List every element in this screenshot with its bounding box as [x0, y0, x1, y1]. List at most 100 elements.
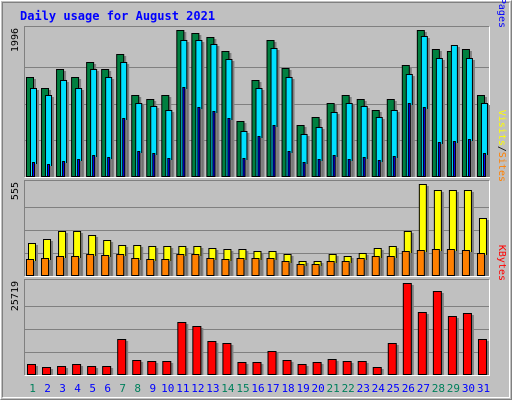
legend-sites: Sites — [496, 152, 507, 182]
bar-shadow — [289, 153, 293, 177]
bar-sites-day-16 — [251, 258, 260, 276]
bar-kbytes-day-1 — [27, 364, 36, 375]
x-tick-label: 22 — [342, 382, 355, 395]
x-tick-label: 15 — [236, 382, 249, 395]
bar-shadow — [199, 109, 203, 177]
bar-pages-day-13 — [212, 111, 216, 177]
bar-sites-day-15 — [236, 258, 245, 276]
y-max-label: 1996 — [10, 28, 21, 52]
legend-visits: Visits — [496, 110, 507, 146]
bar-kbytes-day-25 — [387, 343, 397, 375]
bar-kbytes-day-19 — [297, 364, 307, 375]
bar-pages-day-5 — [92, 155, 96, 177]
bar-sites-day-28 — [431, 249, 440, 276]
x-tick-label: 17 — [266, 382, 279, 395]
x-tick-label: 5 — [89, 382, 96, 395]
bar-kbytes-day-3 — [57, 366, 67, 375]
bar-pages-day-10 — [167, 158, 171, 177]
bar-sites-day-4 — [71, 256, 80, 276]
bar-sites-day-26 — [401, 251, 410, 276]
bar-kbytes-day-8 — [132, 360, 142, 375]
bar-sites-day-13 — [206, 258, 215, 276]
series-files — [30, 36, 490, 177]
bar-pages-day-1 — [32, 162, 35, 177]
bar-shadow — [394, 158, 398, 177]
bar-pages-day-19 — [302, 162, 306, 177]
bar-shadow — [64, 163, 68, 177]
bar-sites-day-8 — [131, 258, 140, 276]
bar-sites-day-9 — [146, 259, 155, 276]
bar-pages-day-31 — [482, 153, 486, 177]
bar-kbytes-day-22 — [342, 361, 352, 375]
chart-title: Daily usage for August 2021 — [20, 9, 215, 23]
bar-pages-day-22 — [347, 159, 351, 177]
bar-kbytes-day-14 — [222, 343, 232, 375]
x-tick-label: 10 — [161, 382, 174, 395]
x-tick-label: 27 — [417, 382, 430, 395]
bar-sites-day-1 — [26, 259, 34, 276]
bar-sites-day-11 — [176, 254, 185, 276]
x-tick-label: 8 — [134, 382, 141, 395]
bar-kbytes-day-12 — [192, 326, 202, 375]
x-tick-label: 19 — [296, 382, 309, 395]
bar-pages-day-15 — [242, 158, 246, 177]
bar-kbytes-day-28 — [432, 291, 442, 375]
bar-pages-day-28 — [437, 142, 441, 177]
bar-kbytes-day-9 — [147, 361, 157, 375]
x-tick-label: 12 — [191, 382, 204, 395]
bar-shadow — [409, 105, 413, 177]
bar-pages-day-29 — [452, 141, 456, 177]
bar-pages-day-2 — [47, 164, 51, 177]
chart-panels: 1996 Hits/Files/Pages 555 Visits/Sites 25719… — [10, 0, 507, 376]
panel-border-light — [24, 180, 490, 277]
x-tick-label: 20 — [312, 382, 325, 395]
x-tick-label: 11 — [176, 382, 189, 395]
bar-sites-day-25 — [386, 256, 395, 276]
bar-kbytes-day-5 — [87, 366, 97, 375]
x-axis-labels: 1 2 3 4 5 6 7 8 9 10 11 12 13 14 15 16 17 18 19 20 21 22 23 24 2… — [29, 382, 490, 395]
bar-shadow — [274, 127, 278, 177]
bar-shadow — [484, 155, 488, 177]
bar-shadow — [454, 143, 458, 177]
x-tick-label: 4 — [74, 382, 81, 395]
bar-kbytes-day-23 — [357, 361, 367, 375]
x-tick-label: 13 — [206, 382, 219, 395]
bar-kbytes-day-10 — [162, 361, 172, 375]
bar-kbytes-day-31 — [477, 339, 487, 375]
bar-shadow — [304, 164, 308, 177]
x-tick-label: 1 — [29, 382, 36, 395]
bar-pages-day-16 — [257, 136, 261, 177]
panel-visits-sites: 555 Visits/Sites — [10, 110, 507, 277]
bar-shadow — [184, 89, 188, 177]
bar-sites-day-3 — [56, 256, 65, 276]
bar-pages-day-4 — [77, 159, 81, 177]
bar-kbytes-day-4 — [72, 364, 82, 375]
bar-shadow — [49, 166, 53, 177]
x-tick-label: 9 — [149, 382, 156, 395]
side-legend: Hits/Files/Pages — [496, 0, 507, 28]
bar-pages-day-9 — [152, 153, 156, 177]
side-legend: Visits/Sites — [496, 110, 507, 182]
side-legend: KBytes — [496, 245, 507, 281]
bar-kbytes-day-24 — [372, 367, 382, 375]
bar-kbytes-day-2 — [42, 367, 52, 375]
bar-kbytes-day-27 — [417, 312, 427, 375]
x-tick-label: 25 — [387, 382, 400, 395]
bar-shadow — [334, 157, 338, 177]
series-kbytes — [27, 283, 489, 375]
x-tick-label: 26 — [402, 382, 415, 395]
x-tick-label: 3 — [59, 382, 66, 395]
bar-sites-day-14 — [221, 259, 230, 276]
bar-pages-day-21 — [332, 155, 336, 177]
bar-kbytes-day-29 — [447, 316, 457, 375]
bar-sites-day-31 — [476, 253, 485, 276]
bar-kbytes-day-13 — [207, 341, 217, 375]
bar-shadow — [244, 160, 248, 177]
bar-sites-day-6 — [101, 255, 110, 276]
bar-sites-day-30 — [461, 250, 470, 276]
bar-pages-day-30 — [467, 139, 471, 177]
bar-sites-day-12 — [191, 254, 200, 276]
bar-kbytes-day-11 — [177, 322, 187, 375]
legend-separator: / — [496, 146, 507, 152]
